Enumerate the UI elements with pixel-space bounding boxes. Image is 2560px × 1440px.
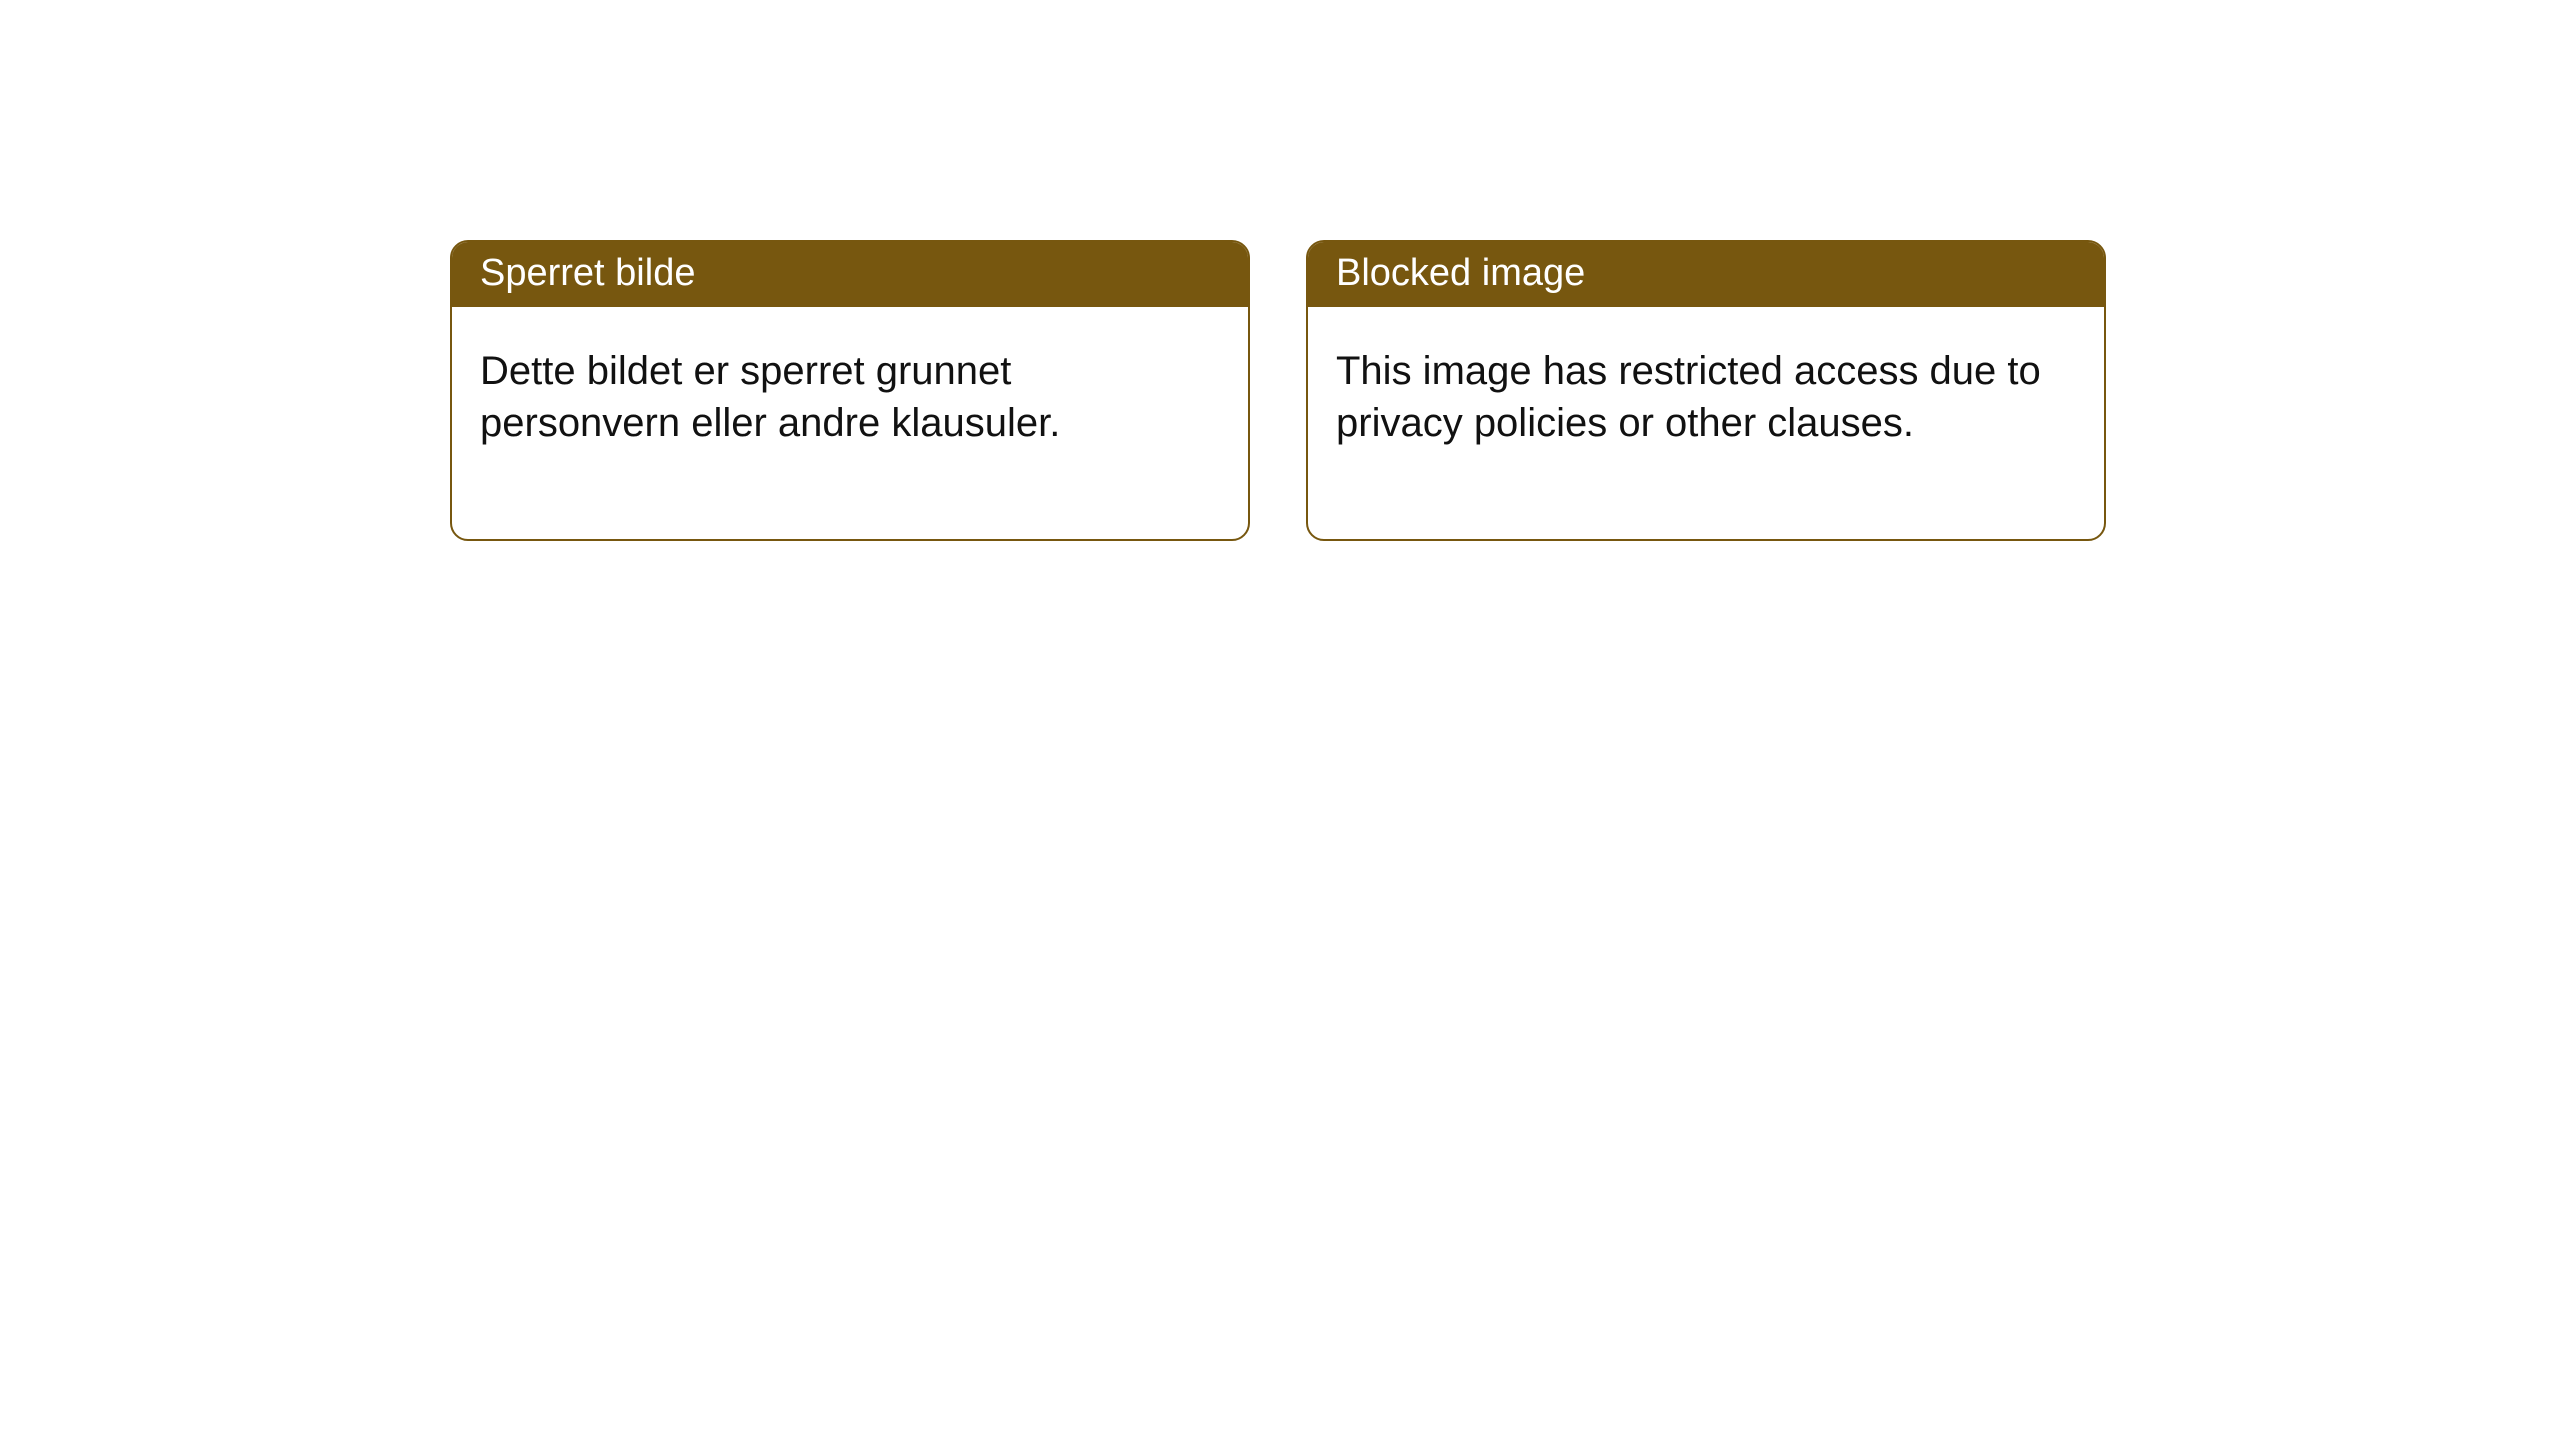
card-title: Sperret bilde xyxy=(452,242,1248,307)
card-body-text: This image has restricted access due to … xyxy=(1308,307,2104,539)
blocked-image-card-english: Blocked image This image has restricted … xyxy=(1306,240,2106,541)
blocked-image-card-norwegian: Sperret bilde Dette bildet er sperret gr… xyxy=(450,240,1250,541)
card-title: Blocked image xyxy=(1308,242,2104,307)
card-body-text: Dette bildet er sperret grunnet personve… xyxy=(452,307,1248,539)
notice-cards-container: Sperret bilde Dette bildet er sperret gr… xyxy=(450,240,2560,541)
